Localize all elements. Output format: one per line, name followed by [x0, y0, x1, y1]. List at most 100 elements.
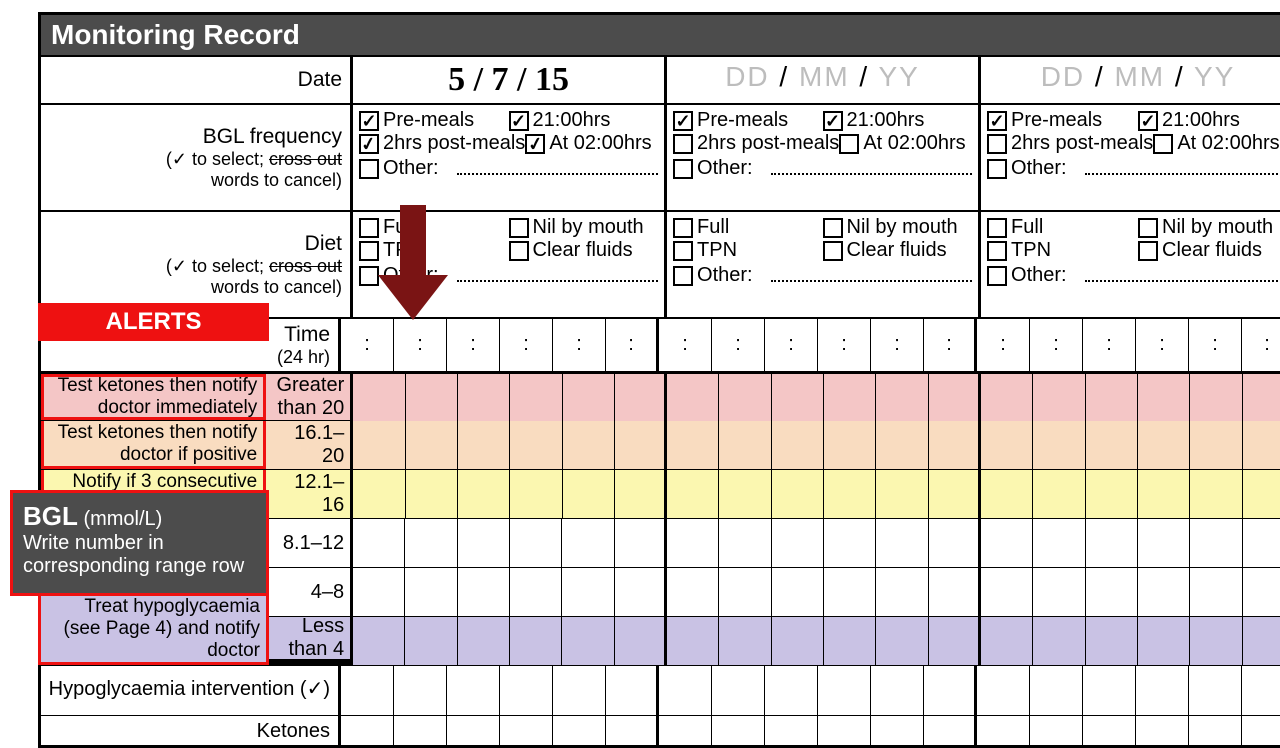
data-cell[interactable]	[981, 374, 1033, 422]
data-cell[interactable]	[981, 470, 1033, 518]
data-cell[interactable]	[458, 617, 510, 665]
data-cell[interactable]	[876, 568, 928, 616]
data-cell[interactable]	[876, 421, 928, 469]
data-cell[interactable]	[824, 421, 876, 469]
time-cell[interactable]: :	[394, 319, 447, 371]
time-cell[interactable]: :	[500, 319, 553, 371]
data-cell[interactable]	[772, 519, 824, 567]
time-cell[interactable]: :	[924, 319, 977, 371]
data-cell[interactable]	[977, 666, 1030, 715]
checkbox-nil-by-mouth[interactable]: Nil by mouth	[509, 216, 659, 239]
data-cell[interactable]	[824, 519, 876, 567]
data-cell[interactable]	[1086, 617, 1138, 665]
day1-date[interactable]: 5 / 7 / 15	[353, 57, 667, 103]
data-cell[interactable]	[458, 470, 510, 518]
data-cell[interactable]	[1138, 568, 1190, 616]
data-cell[interactable]	[929, 519, 981, 567]
data-cell[interactable]	[1242, 716, 1280, 745]
data-cell[interactable]	[406, 421, 458, 469]
data-cell[interactable]	[1190, 617, 1242, 665]
data-cell[interactable]	[553, 666, 606, 715]
day3-date[interactable]: DD / MM / YY	[981, 57, 1280, 103]
data-cell[interactable]	[510, 617, 562, 665]
data-cell[interactable]	[1243, 519, 1280, 567]
data-cell[interactable]	[394, 716, 447, 745]
data-cell[interactable]	[615, 617, 667, 665]
data-cell[interactable]	[667, 617, 719, 665]
time-cell[interactable]: :	[1083, 319, 1136, 371]
data-cell[interactable]	[1243, 421, 1280, 469]
data-cell[interactable]	[1030, 666, 1083, 715]
data-cell[interactable]	[924, 716, 977, 745]
data-cell[interactable]	[1138, 374, 1190, 422]
data-cell[interactable]	[405, 617, 457, 665]
data-cell[interactable]	[824, 568, 876, 616]
checkbox-diet-full[interactable]: Full	[673, 216, 823, 239]
checkbox-freq-other[interactable]: Other:	[987, 157, 1067, 180]
data-cell[interactable]	[562, 568, 614, 616]
time-cell[interactable]: :	[341, 319, 394, 371]
data-cell[interactable]	[667, 421, 719, 469]
data-cell[interactable]	[1086, 519, 1138, 567]
data-cell[interactable]	[929, 421, 981, 469]
checkbox-2100hrs[interactable]: 21:00hrs	[509, 109, 659, 132]
data-cell[interactable]	[615, 568, 667, 616]
data-cell[interactable]	[1033, 470, 1085, 518]
data-cell[interactable]	[876, 519, 928, 567]
data-cell[interactable]	[1190, 470, 1242, 518]
data-cell[interactable]	[1138, 617, 1190, 665]
data-cell[interactable]	[1033, 617, 1085, 665]
data-cell[interactable]	[924, 666, 977, 715]
data-cell[interactable]	[1190, 374, 1242, 422]
time-cell[interactable]: :	[1189, 319, 1242, 371]
data-cell[interactable]	[719, 374, 771, 422]
data-cell[interactable]	[818, 716, 871, 745]
data-cell[interactable]	[719, 519, 771, 567]
checkbox-diet-full[interactable]: Full	[987, 216, 1138, 239]
data-cell[interactable]	[1086, 374, 1138, 422]
data-cell[interactable]	[1033, 421, 1085, 469]
data-cell[interactable]	[929, 617, 981, 665]
data-cell[interactable]	[353, 617, 405, 665]
data-cell[interactable]	[772, 617, 824, 665]
data-cell[interactable]	[772, 374, 824, 422]
data-cell[interactable]	[458, 374, 510, 422]
data-cell[interactable]	[824, 374, 876, 422]
data-cell[interactable]	[500, 666, 553, 715]
checkbox-0200hrs[interactable]: At 02:00hrs	[1153, 132, 1280, 155]
data-cell[interactable]	[772, 568, 824, 616]
data-cell[interactable]	[871, 666, 924, 715]
data-cell[interactable]	[667, 519, 719, 567]
data-cell[interactable]	[765, 666, 818, 715]
data-cell[interactable]	[1190, 519, 1242, 567]
data-cell[interactable]	[341, 716, 394, 745]
data-cell[interactable]	[447, 666, 500, 715]
data-cell[interactable]	[1138, 470, 1190, 518]
data-cell[interactable]	[1033, 568, 1085, 616]
data-cell[interactable]	[615, 470, 667, 518]
data-cell[interactable]	[1243, 617, 1280, 665]
data-cell[interactable]	[510, 568, 562, 616]
data-cell[interactable]	[659, 716, 712, 745]
time-cell[interactable]: :	[606, 319, 659, 371]
data-cell[interactable]	[353, 568, 405, 616]
day2-date[interactable]: DD / MM / YY	[667, 57, 981, 103]
data-cell[interactable]	[712, 716, 765, 745]
data-cell[interactable]	[353, 519, 405, 567]
data-cell[interactable]	[712, 666, 765, 715]
data-cell[interactable]	[405, 519, 457, 567]
checkbox-nil-by-mouth[interactable]: Nil by mouth	[1138, 216, 1280, 239]
data-cell[interactable]	[406, 374, 458, 422]
data-cell[interactable]	[458, 519, 510, 567]
checkbox-2100hrs[interactable]: 21:00hrs	[1138, 109, 1280, 132]
data-cell[interactable]	[615, 519, 667, 567]
time-cell[interactable]: :	[659, 319, 712, 371]
data-cell[interactable]	[1086, 568, 1138, 616]
data-cell[interactable]	[563, 470, 615, 518]
data-cell[interactable]	[1030, 716, 1083, 745]
checkbox-2hrs-post[interactable]: 2hrs post-meals	[673, 132, 839, 155]
data-cell[interactable]	[981, 568, 1033, 616]
data-cell[interactable]	[929, 374, 981, 422]
data-cell[interactable]	[1083, 666, 1136, 715]
checkbox-clear-fluids[interactable]: Clear fluids	[823, 239, 973, 262]
